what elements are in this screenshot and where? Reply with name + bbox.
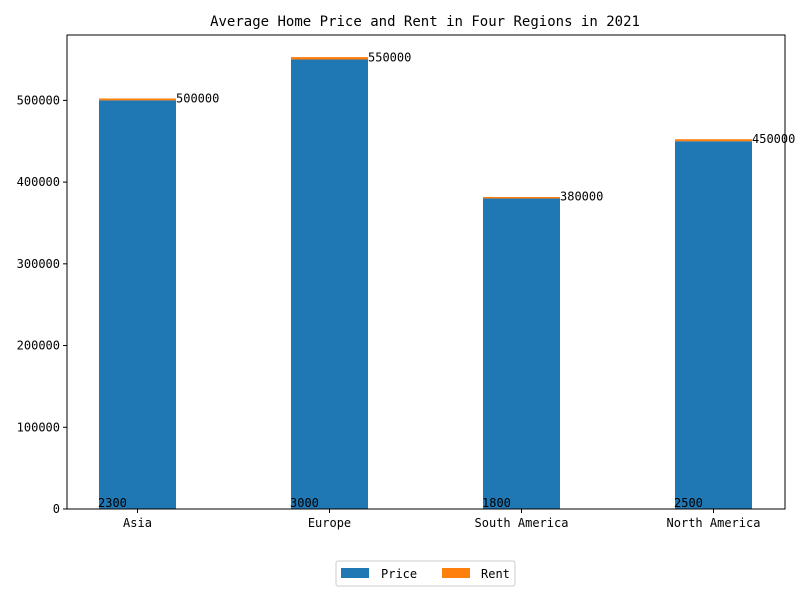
y-tick-label: 300000 bbox=[17, 257, 60, 271]
y-tick-label: 500000 bbox=[17, 93, 60, 107]
bar-price-south-america bbox=[483, 198, 560, 509]
y-tick-label: 100000 bbox=[17, 420, 60, 434]
bar-price-europe bbox=[291, 59, 368, 509]
x-tick-label: Europe bbox=[308, 516, 351, 530]
bar-rent-asia bbox=[99, 98, 176, 101]
y-axis: 0 100000 200000 300000 400000 500000 bbox=[17, 93, 67, 516]
legend-label-rent: Rent bbox=[481, 567, 510, 581]
legend-box bbox=[335, 560, 516, 587]
y-tick-label: 400000 bbox=[17, 175, 60, 189]
legend-swatch-price bbox=[341, 568, 369, 578]
bar-price-asia bbox=[99, 100, 176, 510]
data-label-price-north-america: 450000 bbox=[752, 132, 795, 146]
bar-rent-north-america bbox=[675, 139, 752, 142]
bar-price-north-america bbox=[675, 141, 752, 509]
data-label-rent-europe: 3000 bbox=[290, 496, 319, 510]
data-labels: 500000 2300 550000 3000 380000 1800 450000 2500 bbox=[98, 51, 795, 510]
data-label-rent-south-america: 1800 bbox=[482, 496, 511, 510]
data-label-price-asia: 500000 bbox=[176, 91, 219, 105]
x-tick-label: South America bbox=[475, 516, 569, 530]
legend: Price Rent bbox=[335, 560, 516, 587]
x-tick-label: Asia bbox=[123, 516, 152, 530]
x-axis: Asia Europe South America North America bbox=[123, 509, 760, 530]
data-label-rent-asia: 2300 bbox=[98, 496, 127, 510]
y-tick-label: 0 bbox=[53, 502, 60, 516]
data-label-price-europe: 550000 bbox=[368, 51, 411, 65]
x-tick-label: North America bbox=[667, 516, 761, 530]
data-label-rent-north-america: 2500 bbox=[674, 496, 703, 510]
chart-title: Average Home Price and Rent in Four Regi… bbox=[210, 14, 640, 30]
legend-swatch-rent bbox=[442, 568, 470, 578]
bar-rent-south-america bbox=[483, 196, 560, 199]
plot-frame bbox=[66, 34, 786, 510]
y-tick-label: 200000 bbox=[17, 339, 60, 353]
bar-rent-europe bbox=[291, 57, 368, 60]
legend-label-price: Price bbox=[381, 567, 417, 581]
data-label-price-south-america: 380000 bbox=[560, 189, 603, 203]
bars bbox=[99, 57, 752, 510]
